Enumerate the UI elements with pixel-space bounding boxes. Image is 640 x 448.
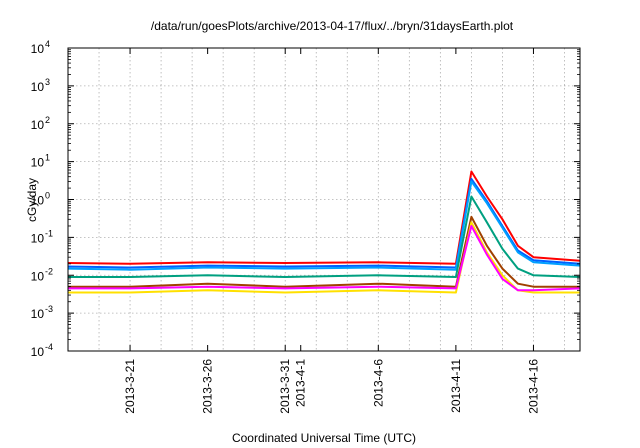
y-tick-label: 10 bbox=[31, 307, 45, 321]
y-tick-label-exponent: 2 bbox=[45, 115, 50, 125]
y-tick-label-exponent: -2 bbox=[45, 266, 53, 276]
series-line bbox=[68, 215, 580, 288]
y-tick-label: 10 bbox=[31, 194, 45, 208]
x-tick-label: 2013-4-6 bbox=[371, 359, 385, 407]
y-tick-label-exponent: -4 bbox=[45, 342, 53, 352]
chart-title: /data/run/goesPlots/archive/2013-04-17/f… bbox=[151, 19, 514, 33]
x-tick-label: 2013-3-26 bbox=[201, 359, 215, 414]
y-tick-label: 10 bbox=[31, 80, 45, 94]
y-tick-label-exponent: -1 bbox=[45, 228, 53, 238]
series-line bbox=[68, 225, 581, 292]
y-tick-label: 10 bbox=[31, 269, 45, 283]
y-tick-label: 10 bbox=[31, 345, 45, 359]
x-tick-label: 2013-3-21 bbox=[123, 359, 137, 414]
y-tick-label: 10 bbox=[31, 231, 45, 245]
y-tick-label-exponent: 0 bbox=[45, 191, 50, 201]
x-axis-label: Coordinated Universal Time (UTC) bbox=[232, 431, 416, 445]
y-axis-label: cGy/day bbox=[25, 178, 39, 222]
y-tick-label: 10 bbox=[31, 118, 45, 132]
x-axis: 2013-3-21 2013-3-26 2013-3-31 2013-4-1 2013-… bbox=[123, 48, 541, 414]
series-layer bbox=[67, 170, 581, 294]
y-tick-label-exponent: 1 bbox=[45, 153, 50, 163]
x-tick-label: 2013-3-31 bbox=[278, 359, 292, 414]
x-tick-label: 2013-4-1 bbox=[294, 359, 308, 407]
y-tick-label: 10 bbox=[31, 42, 45, 56]
series-line bbox=[68, 195, 581, 278]
y-tick-label-exponent: -3 bbox=[45, 304, 53, 314]
x-tick-label: 2013-4-11 bbox=[449, 359, 463, 413]
y-tick-label-exponent: 4 bbox=[45, 39, 50, 49]
series-line bbox=[67, 180, 581, 271]
y-tick-label-exponent: 3 bbox=[45, 77, 50, 87]
grid bbox=[68, 48, 580, 351]
x-tick-label: 2013-4-16 bbox=[527, 359, 541, 414]
y-tick-label: 10 bbox=[31, 156, 45, 170]
